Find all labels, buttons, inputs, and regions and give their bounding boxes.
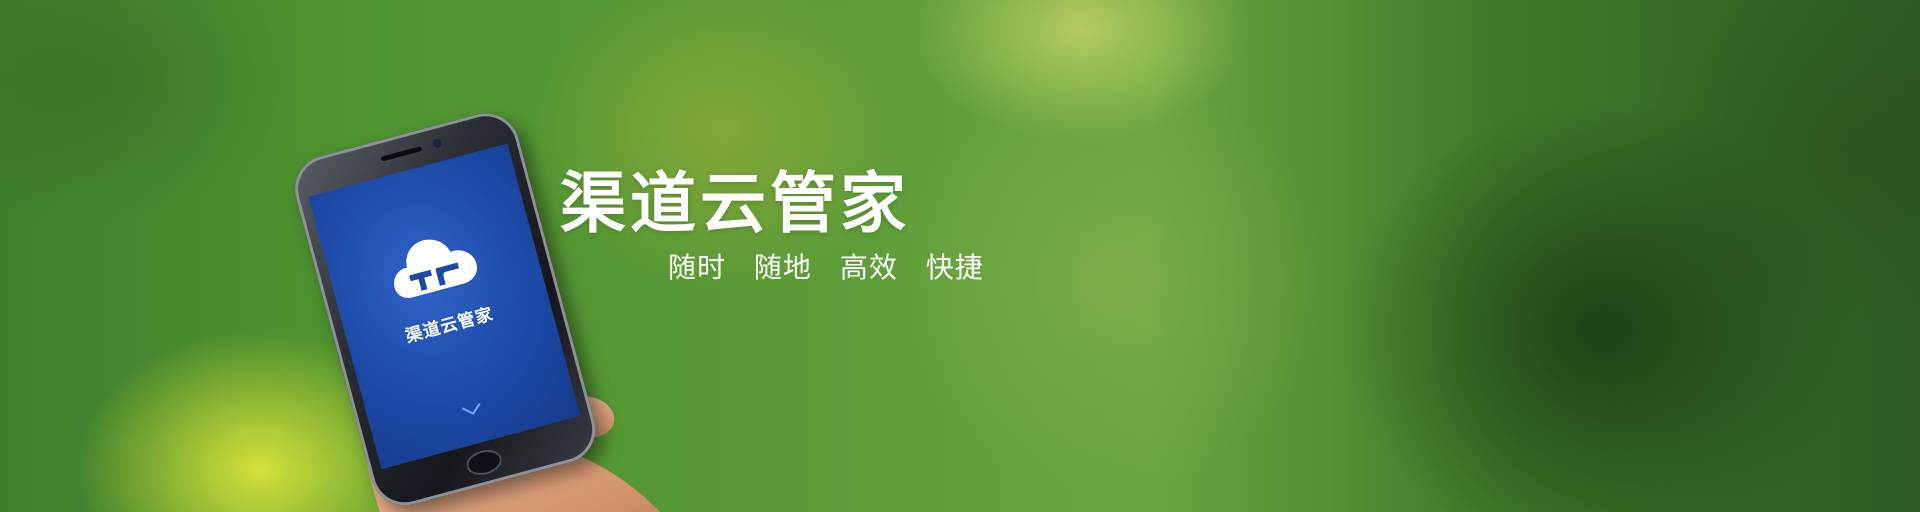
phone-body: 渠道云管家 bbox=[287, 105, 603, 512]
cloud-logo-icon bbox=[394, 239, 477, 298]
phone-camera bbox=[431, 137, 443, 149]
home-button bbox=[463, 446, 505, 479]
slogan-item: 高效 bbox=[839, 251, 898, 284]
slogan-item: 快捷 bbox=[925, 251, 984, 284]
app-name: 渠道云管家 bbox=[403, 304, 496, 348]
brand-title: 渠道云管家 bbox=[560, 165, 910, 242]
smartphone: 渠道云管家 bbox=[287, 103, 613, 512]
phone-speaker bbox=[380, 145, 423, 162]
slogan-item: 随时 bbox=[668, 251, 727, 284]
phone-screen: 渠道云管家 bbox=[308, 143, 581, 470]
chevron-down-icon bbox=[461, 403, 481, 415]
slogan: 随时 随地 高效 快捷 bbox=[668, 248, 984, 288]
slogan-item: 随地 bbox=[753, 251, 812, 284]
